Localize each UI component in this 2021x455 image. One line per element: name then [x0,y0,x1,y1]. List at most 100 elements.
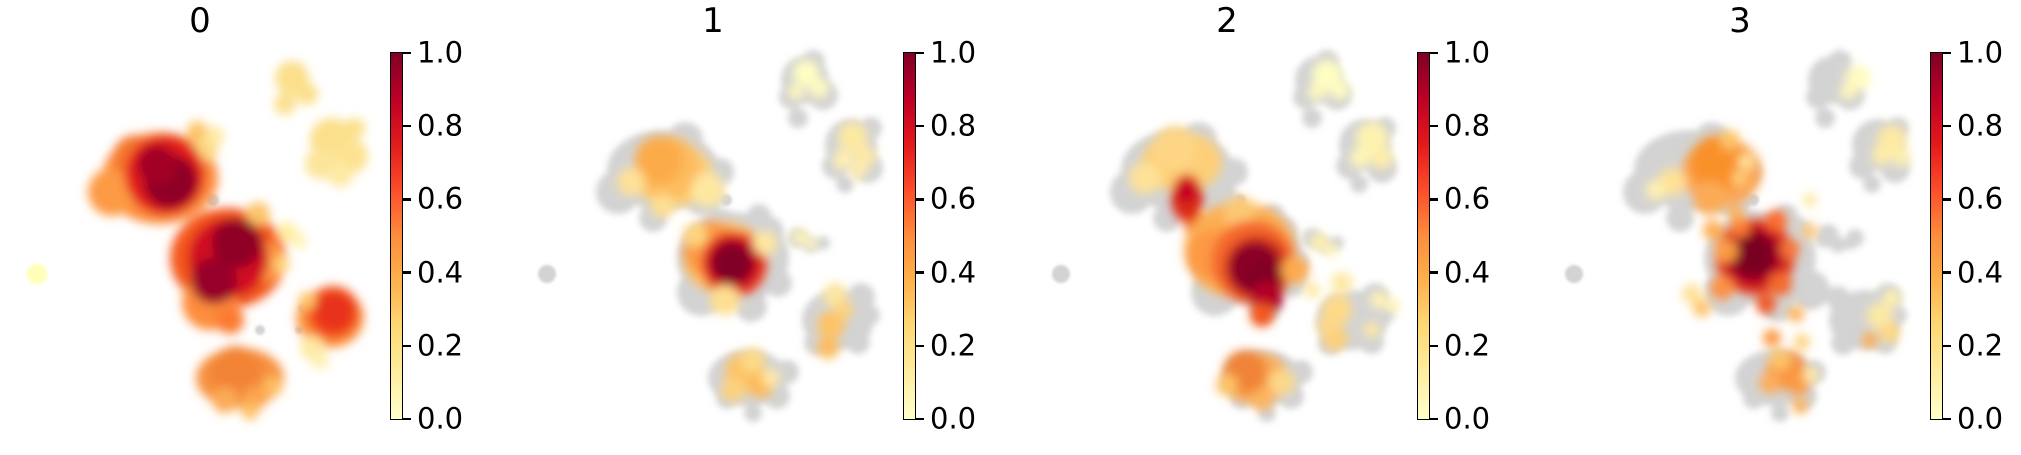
density-blob [274,256,290,272]
density-blob [1759,372,1781,394]
density-blob [1153,126,1197,170]
background-cell-blob [816,236,830,250]
colorbar-gradient [1931,53,1942,419]
cell-dot [255,325,265,335]
density-blob [1703,220,1723,240]
colorbar-0: 1.0 0.8 0.6 0.4 0.2 0.0 [390,38,463,433]
panel-title-2: 2 [1216,1,1238,41]
colorbar-tick-label: 1.0 [1957,35,2004,70]
density-blob [1803,193,1817,207]
umap-density-plot-2 [1052,50,1400,422]
density-blob [1756,294,1776,314]
density-blob [1646,180,1666,200]
colorbar-tick-label: 0.8 [1444,108,1491,143]
density-blob [1251,389,1273,411]
colorbar-tick [1430,417,1438,421]
density-blob [762,369,780,387]
background-cell-blob [1790,270,1830,310]
density-blob [817,337,839,359]
density-blob [216,306,244,334]
background-cell-blob [747,204,771,228]
colorbar-tick-label: 0.4 [930,255,977,290]
colorbar-tick-label: 0.6 [930,181,977,216]
colorbar-tick-label: 0.0 [1957,401,2004,436]
colorbar-tick-label: 0.6 [1444,181,1491,216]
density-blob [1802,223,1818,239]
colorbar-tick [403,271,411,274]
colorbar-tick-label: 0.4 [1957,255,2004,290]
background-cell-blob [1831,331,1855,355]
density-blob [835,301,853,319]
colorbar-tick [916,417,924,421]
density-blob [833,150,853,170]
density-blob [1330,80,1350,100]
background-cell-blob [1302,108,1322,128]
density-blob [1720,130,1740,150]
density-blob [1250,303,1274,327]
density-blob [1862,332,1878,348]
density-blob [327,161,353,187]
colorbar-tick-label: 0.0 [930,401,977,436]
density-blob-layer [1129,60,1400,411]
panel-2: 2 1.0 0.8 0.6 0.4 0.2 0.0 [1027,0,1541,455]
umap-density-plot-1 [538,50,883,422]
colorbar-tick-label: 0.2 [930,328,977,363]
colorbar-tick-label: 0.6 [417,181,464,216]
colorbar-tick-label: 0.8 [930,108,977,143]
colorbar-tick [916,124,924,128]
density-blob [311,351,329,369]
colorbar-tick-label: 0.2 [1444,328,1491,363]
density-blob [793,60,819,86]
density-blob [1872,145,1892,165]
density-blob [1371,147,1393,169]
background-cell-blob [744,404,762,422]
density-blob [1728,206,1744,222]
density-blob [809,78,829,98]
density-blob [274,93,296,115]
background-cell-blob [1828,50,1852,74]
density-blob [691,173,725,207]
colorbar-tick [1430,344,1438,348]
background-cell-blob [860,305,880,325]
density-blob [1730,232,1776,278]
density-blob [1386,299,1400,313]
panel-3: 3 1.0 0.8 0.6 0.4 0.2 0.0 [1540,0,2021,455]
colorbar-tick [1943,51,1951,55]
colorbar-tick-label: 1.0 [930,35,977,70]
background-cell-blob [1350,175,1368,193]
density-blob [296,83,318,105]
colorbar-tick [403,344,411,348]
density-blob [1693,181,1727,215]
colorbar-tick [1943,124,1951,128]
background-cell-blob [1771,404,1789,422]
colorbar-tick [403,198,411,201]
density-blob [817,311,845,339]
density-blob [1682,284,1702,304]
colorbar-tick-label: 1.0 [417,35,464,70]
cell-dot [27,264,47,284]
panel-title-0: 0 [189,1,211,41]
density-blob [1732,171,1746,185]
density-blob [1763,329,1781,347]
density-blob [1370,291,1388,309]
density-blob-layer [617,60,876,402]
colorbar-tick-label: 0.2 [1957,328,2004,363]
density-blob [1129,162,1161,194]
density-blob [1308,83,1326,101]
colorbar-tick [403,417,411,421]
colorbar-tick-label: 0.4 [1444,255,1491,290]
density-blob [635,136,683,184]
density-blob [1893,149,1911,167]
density-blob [1693,299,1711,317]
colorbar-tick [1430,51,1438,55]
colorbar-tick-label: 0.6 [1957,181,2004,216]
density-blob [850,164,866,180]
colorbar-tick [1943,198,1951,201]
colorbar-tick [916,271,924,274]
density-blob [1867,303,1893,329]
colorbar-tick [403,124,411,128]
density-blob [298,292,316,310]
background-cell-blob [1849,153,1875,179]
density-blob [1331,272,1353,294]
density-blob [741,348,765,372]
